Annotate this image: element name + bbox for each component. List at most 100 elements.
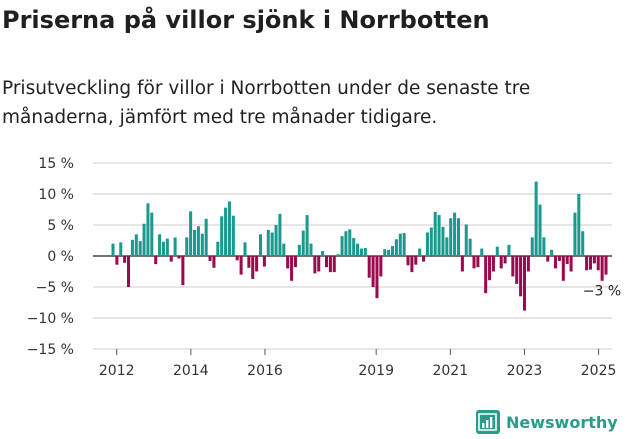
bar	[588, 256, 592, 270]
bar	[352, 238, 356, 256]
bar	[445, 237, 449, 256]
bar	[359, 248, 363, 256]
bar	[449, 218, 453, 256]
bar	[414, 256, 418, 265]
x-tick-label: 2019	[358, 363, 394, 379]
y-tick-label: −15 %	[27, 342, 74, 358]
y-tick-label: 5 %	[47, 218, 74, 234]
bar	[173, 237, 177, 256]
bar	[538, 204, 542, 256]
bar	[119, 242, 123, 256]
bar	[208, 256, 212, 261]
bar	[410, 256, 414, 273]
bar	[146, 203, 150, 256]
x-axis-ticks: 2012 2014 2016 2019 2021 2023 2025	[99, 349, 616, 379]
bar	[429, 227, 433, 256]
bar	[177, 256, 181, 259]
bar	[216, 241, 220, 256]
bar	[488, 256, 492, 281]
bar	[581, 231, 585, 256]
bar	[577, 194, 581, 256]
newsworthy-logo-icon	[476, 410, 500, 434]
bar	[344, 231, 348, 256]
bar	[239, 256, 243, 275]
bar	[503, 256, 507, 264]
bar	[550, 249, 554, 256]
bar	[507, 244, 511, 256]
bar	[262, 256, 266, 267]
bar	[169, 256, 173, 262]
bar	[286, 256, 290, 269]
x-tick-label: 2021	[432, 363, 468, 379]
bar	[554, 256, 558, 269]
bar	[317, 256, 321, 272]
bar	[243, 242, 247, 256]
bar	[305, 215, 309, 256]
bar	[123, 256, 127, 263]
bar	[185, 237, 189, 256]
bar	[200, 233, 204, 256]
bar	[367, 256, 371, 278]
bar	[282, 243, 286, 256]
bar	[363, 247, 367, 256]
x-tick-label: 2014	[173, 363, 209, 379]
bar	[227, 201, 231, 256]
annotations: −3 %	[583, 284, 621, 300]
bar	[293, 256, 297, 268]
bar	[224, 207, 228, 256]
bar	[231, 215, 235, 256]
bar	[596, 256, 600, 271]
bar	[464, 224, 468, 256]
bar	[569, 256, 573, 272]
bar	[379, 256, 383, 277]
bar	[212, 256, 216, 268]
bar	[515, 256, 519, 284]
bar	[181, 256, 185, 286]
bar	[196, 226, 200, 256]
bar	[491, 256, 495, 272]
bar	[340, 236, 344, 256]
bar	[472, 256, 476, 269]
bar	[433, 211, 437, 256]
y-tick-label: −10 %	[27, 311, 74, 327]
bar	[375, 256, 379, 299]
bar	[189, 211, 193, 256]
bar	[519, 256, 523, 297]
bar	[402, 233, 406, 256]
bar	[255, 256, 259, 272]
y-tick-label: 15 %	[38, 156, 74, 172]
bar	[530, 237, 534, 256]
bar	[425, 232, 429, 256]
bar-series	[111, 181, 608, 311]
y-tick-label: 0 %	[47, 249, 74, 265]
bar	[499, 256, 503, 269]
bar	[511, 256, 515, 277]
bar	[278, 213, 282, 256]
bar	[193, 229, 197, 256]
bar	[468, 238, 472, 256]
bar	[259, 234, 263, 256]
y-axis-ticks: 15 % 10 % 5 % 0 % −5 % −10 % −15 %	[27, 156, 74, 358]
bar	[534, 181, 538, 256]
bar	[270, 232, 274, 256]
bar	[394, 239, 398, 256]
bar	[480, 248, 484, 256]
bar	[422, 256, 426, 262]
bar	[398, 233, 402, 256]
bar	[557, 256, 561, 261]
bar	[356, 243, 360, 256]
bar	[453, 212, 457, 256]
bar	[165, 238, 169, 256]
newsworthy-logo[interactable]: Newsworthy	[476, 408, 618, 436]
bar	[247, 256, 251, 268]
bar	[573, 212, 577, 256]
bar	[546, 256, 550, 262]
bar	[332, 256, 336, 273]
bar	[336, 254, 340, 256]
bar	[561, 256, 565, 281]
bar	[371, 256, 375, 287]
bar	[484, 256, 488, 294]
bar	[348, 229, 352, 256]
bar	[204, 218, 208, 256]
bar	[460, 256, 464, 272]
